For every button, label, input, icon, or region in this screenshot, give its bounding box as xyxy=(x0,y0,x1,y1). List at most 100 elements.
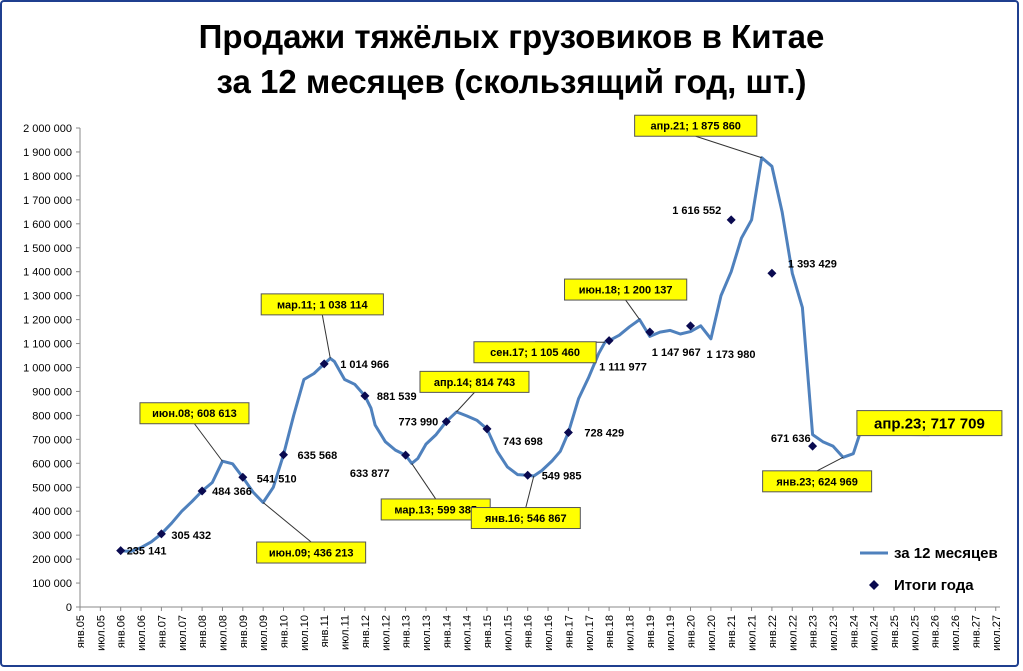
x-tick-label: июл.18 xyxy=(624,615,636,651)
y-tick-label: 1 900 000 xyxy=(23,147,72,159)
y-tick-label: 900 000 xyxy=(32,386,72,398)
year-total-marker xyxy=(238,472,248,482)
y-tick-label: 800 000 xyxy=(32,410,72,422)
year-value-label: 235 141 xyxy=(127,546,167,558)
callout-leader xyxy=(625,299,641,320)
x-tick-label: июл.13 xyxy=(421,615,433,651)
legend: за 12 месяцев Итоги года xyxy=(860,545,998,594)
y-tick-label: 1 100 000 xyxy=(23,339,72,351)
y-axis: 0 100 000 200 000 300 000 400 000 500 000 600 … xyxy=(23,123,81,614)
x-tick-label: июл.17 xyxy=(584,615,596,651)
y-tick-label: 0 xyxy=(66,602,72,614)
callout-leader xyxy=(816,456,844,472)
x-axis: янв.05 июл.05 янв.06 июл.06 янв.07 июл.07 янв.… xyxy=(75,606,1003,651)
y-tick-label: 1 800 000 xyxy=(23,171,72,183)
callout-leader xyxy=(695,135,762,159)
callout-box xyxy=(564,278,688,301)
x-tick-label: июл.06 xyxy=(136,615,148,651)
x-tick-label: июл.19 xyxy=(665,615,677,651)
callout-leader xyxy=(525,475,535,508)
year-total-marker xyxy=(279,450,288,460)
year-total-marker xyxy=(523,470,533,480)
y-tick-label: 1 400 000 xyxy=(23,267,72,279)
y-tick-label: 1 600 000 xyxy=(23,219,72,231)
x-tick-label: янв.26 xyxy=(930,615,942,648)
year-total-marker xyxy=(563,428,573,438)
year-value-label: 1 111 977 xyxy=(599,362,647,374)
x-tick-label: июл.05 xyxy=(95,615,107,651)
year-value-label: 728 429 xyxy=(584,428,624,440)
x-tick-label: янв.25 xyxy=(889,615,901,648)
x-tick-label: июл.08 xyxy=(217,615,229,651)
year-total-marker xyxy=(319,359,329,369)
y-tick-label: 700 000 xyxy=(32,434,72,446)
year-value-label: 1 147 967 xyxy=(652,347,701,359)
y-tick-label: 400 000 xyxy=(32,506,72,518)
x-tick-label: янв.06 xyxy=(116,615,128,648)
y-tick-label: 500 000 xyxy=(32,482,72,494)
x-tick-label: янв.18 xyxy=(604,615,616,648)
year-total-marker xyxy=(116,546,126,556)
callout: мар.11; 1 038 114 xyxy=(260,293,384,359)
x-tick-label: июл.22 xyxy=(787,615,799,651)
callout-box xyxy=(260,293,384,316)
x-tick-label: июл.25 xyxy=(909,615,921,651)
x-tick-label: янв.10 xyxy=(279,615,291,648)
year-value-label: 773 990 xyxy=(399,417,439,429)
x-tick-label: янв.08 xyxy=(197,615,209,648)
year-total-marker xyxy=(726,215,736,225)
year-value-label: 671 636 xyxy=(771,433,811,445)
callout: июн.18; 1 200 137 xyxy=(564,278,688,320)
callout: сен.17; 1 105 460 xyxy=(473,341,606,364)
callout-leader xyxy=(321,314,331,359)
x-tick-label: июл.20 xyxy=(706,615,718,651)
year-value-label: 541 510 xyxy=(257,473,297,485)
y-tick-label: 1 300 000 xyxy=(23,291,72,303)
x-tick-label: янв.11 xyxy=(319,615,331,647)
callout-box xyxy=(256,541,367,564)
x-tick-label: июл.12 xyxy=(380,615,392,651)
callout: мар.13; 599 385 xyxy=(380,463,491,521)
x-tick-label: июл.24 xyxy=(869,615,881,651)
x-tick-label: июл.14 xyxy=(462,615,474,651)
y-tick-label: 600 000 xyxy=(32,458,72,470)
legend-label-12-months: за 12 месяцев xyxy=(894,545,998,562)
year-total-marker xyxy=(645,327,655,337)
x-tick-label: янв.20 xyxy=(686,615,698,648)
x-tick-label: июл.07 xyxy=(177,615,189,651)
x-tick-label: июл.11 xyxy=(340,615,352,650)
year-value-label: 1 173 980 xyxy=(707,349,756,361)
x-tick-label: янв.21 xyxy=(726,615,738,648)
x-tick-label: июл.21 xyxy=(747,615,759,651)
year-total-marker xyxy=(401,450,411,460)
year-total-marker xyxy=(686,321,695,331)
x-tick-label: янв.19 xyxy=(645,615,657,648)
x-tick-label: янв.17 xyxy=(563,615,575,648)
x-tick-label: июл.27 xyxy=(991,615,1003,651)
y-tick-label: 1 000 000 xyxy=(23,363,72,375)
x-tick-label: янв.24 xyxy=(848,615,860,648)
callout: июн.08; 608 613 xyxy=(139,402,250,462)
x-tick-label: янв.23 xyxy=(808,615,820,648)
callout-box xyxy=(419,370,530,393)
year-total-marker xyxy=(197,486,207,496)
year-markers xyxy=(116,215,818,556)
year-value-label: 881 539 xyxy=(377,391,417,403)
y-tick-label: 1 700 000 xyxy=(23,195,72,207)
callout: янв.16; 546 867 xyxy=(470,475,581,530)
callout-label: янв.23; 624 969 xyxy=(776,476,858,488)
year-value-label: 635 568 xyxy=(298,450,338,462)
x-tick-label: янв.12 xyxy=(360,615,372,648)
x-tick-label: июл.26 xyxy=(950,615,962,651)
year-total-marker xyxy=(360,391,370,401)
x-tick-label: июл.23 xyxy=(828,615,840,651)
callout-box xyxy=(473,341,597,364)
chart-title-line-1: Продажи тяжёлых грузовиков в Китае xyxy=(198,18,825,55)
callout-label: сен.17; 1 105 460 xyxy=(490,347,580,359)
callout-leader xyxy=(411,463,437,500)
year-total-marker xyxy=(441,417,451,427)
x-tick-label: июл.16 xyxy=(543,615,555,651)
y-tick-label: 1 200 000 xyxy=(23,315,72,327)
